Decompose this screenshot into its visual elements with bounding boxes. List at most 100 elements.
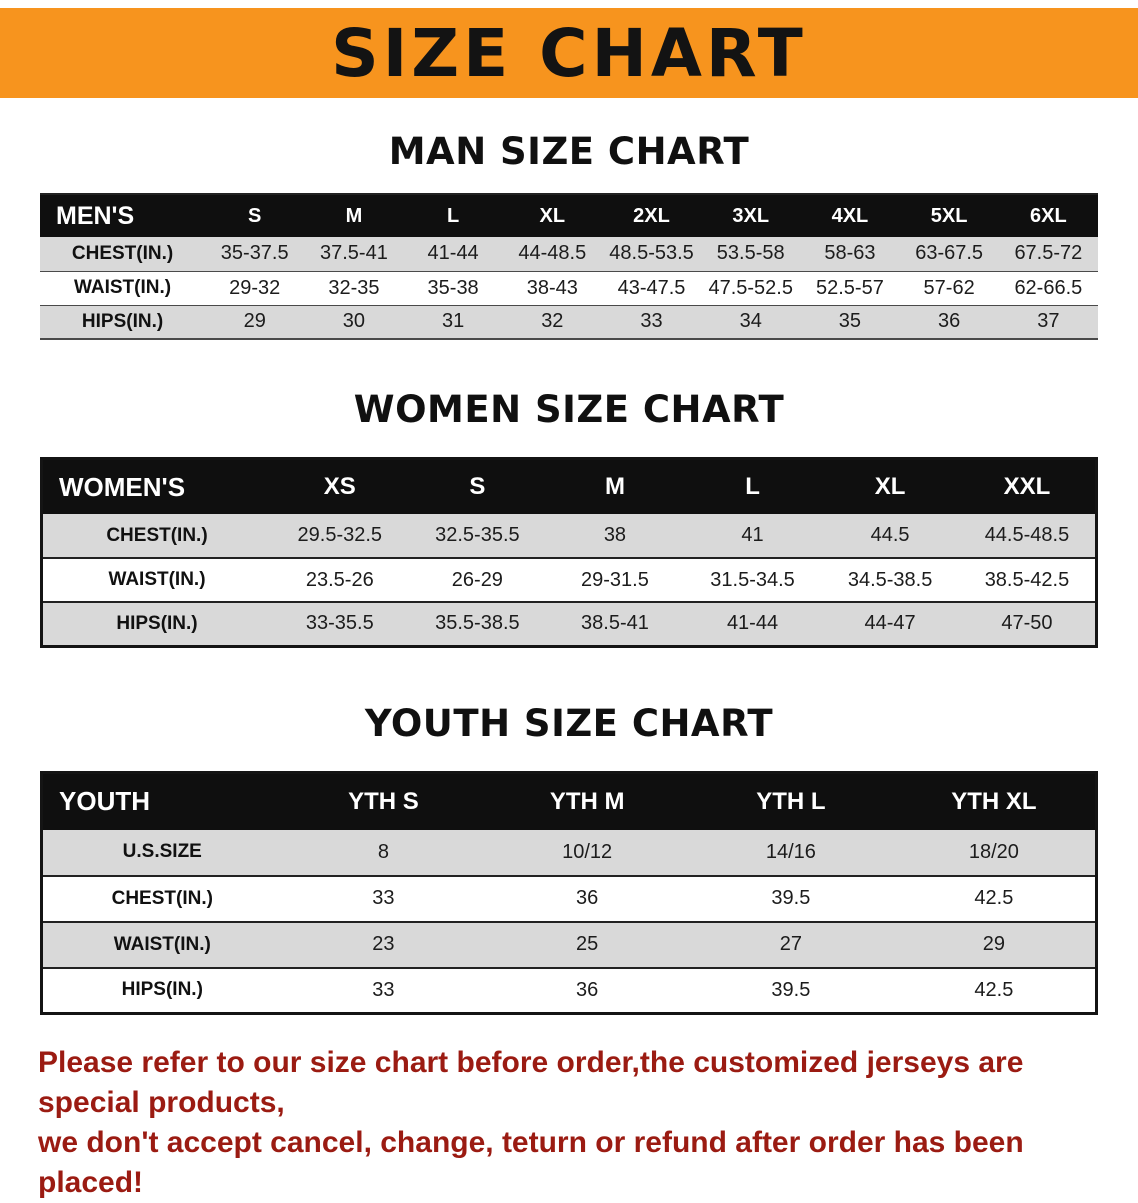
row-label-cell: WAIST(IN.): [74, 277, 172, 298]
row-label-cell: CHEST(IN.): [111, 887, 213, 909]
table-row: CHEST(IN.) 29.5-32.5 32.5-35.5 38 41 44.5 44.5…: [41, 514, 1097, 558]
women-size-section: WOMEN SIZE CHART WOMEN'S XS S M L XL XXL CHEST(I…: [0, 388, 1138, 648]
size-value-cell: 41-44: [427, 242, 479, 265]
size-value-cell: 63-67.5: [915, 242, 984, 265]
size-value-cell: 29: [243, 310, 266, 333]
size-header-cell: YTH S: [281, 772, 486, 830]
size-value-cell: 35.5-38.5: [435, 612, 520, 635]
size-header-cell: 6XL: [998, 194, 1098, 237]
size-value-cell: 42.5: [974, 978, 1014, 1001]
women-size-table: WOMEN'S XS S M L XL XXL CHEST(IN.) 29.5-32.5 32.5…: [40, 457, 1098, 648]
row-label-cell: WAIST(IN.): [113, 933, 211, 955]
size-value-cell: 42.5: [974, 887, 1014, 909]
table-row: WAIST(IN.) 29-32 32-35 35-38 38-43 43-47.5 47.…: [40, 271, 1098, 305]
size-header-cell: 5XL: [899, 194, 999, 237]
size-value-cell: 29-31.5: [581, 568, 649, 591]
row-label-cell: CHEST(IN.): [71, 242, 174, 264]
size-value-cell: 39.5: [771, 978, 811, 1001]
row-label-cell: HIPS(IN.): [121, 979, 203, 1001]
size-value-cell: 26-29: [451, 568, 503, 591]
size-value-cell: 18/20: [968, 840, 1019, 863]
size-value-cell: 31.5-34.5: [710, 568, 795, 591]
size-value-cell: 36: [576, 887, 599, 909]
banner: SIZE CHART: [0, 8, 1138, 98]
size-value-cell: 58-63: [824, 242, 876, 265]
banner-title: SIZE CHART: [331, 14, 807, 92]
table-row: WAIST(IN.) 23 25 27 29: [41, 921, 1097, 968]
size-value-cell: 23: [372, 933, 395, 955]
size-header-cell: XS: [271, 458, 409, 514]
size-value-cell: 57-62: [923, 276, 975, 299]
size-header-cell: YTH M: [485, 772, 690, 830]
size-value-cell: 33: [640, 310, 663, 333]
size-header-cell: 2XL: [601, 194, 702, 237]
footer-line-1: Please refer to our size chart before or…: [38, 1046, 1024, 1119]
size-value-cell: 29.5-32.5: [297, 524, 383, 546]
table-row: WAIST(IN.) 23.5-26 26-29 29-31.5 31.5-34.5 34…: [41, 558, 1097, 602]
size-header-cell: S: [408, 458, 547, 514]
size-value-cell: 43-47.5: [617, 276, 686, 299]
row-label-cell: CHEST(IN.): [106, 524, 208, 546]
size-value-cell: 47-50: [1001, 612, 1053, 635]
size-header-cell: M: [546, 458, 684, 514]
size-header-cell: XL: [502, 194, 602, 237]
table-row: HIPS(IN.) 33-35.5 35.5-38.5 38.5-41 41-44 44-…: [41, 602, 1097, 646]
size-value-cell: 25: [576, 933, 599, 955]
men-size-table: MEN'S S M L XL 2XL 3XL 4XL 5XL 6XL CHEST(IN.) 35-37…: [40, 193, 1098, 340]
size-value-cell: 38.5-42.5: [984, 568, 1070, 591]
size-value-cell: 37: [1037, 310, 1060, 333]
size-value-cell: 41-44: [726, 612, 779, 635]
size-header-cell: YTH XL: [892, 772, 1097, 830]
row-label-cell: U.S.SIZE: [122, 841, 202, 862]
size-value-cell: 48.5-53.5: [609, 242, 694, 265]
size-value-cell: 35-38: [427, 276, 479, 299]
size-value-cell: 44-47: [864, 612, 916, 635]
size-value-cell: 44.5: [870, 524, 910, 546]
size-value-cell: 36: [576, 978, 599, 1001]
size-value-cell: 29-32: [229, 276, 281, 299]
size-value-cell: 47.5-52.5: [708, 276, 793, 299]
table-row: U.S.SIZE 8 10/12 14/16 18/20: [41, 829, 1097, 876]
table-title-cell: YOUTH: [41, 772, 282, 830]
table-row: HIPS(IN.) 33 36 39.5 42.5: [41, 967, 1097, 1014]
row-label-cell: WAIST(IN.): [108, 569, 206, 590]
size-value-cell: 35: [838, 310, 862, 333]
size-header-cell: L: [683, 458, 822, 514]
size-value-cell: 44-48.5: [518, 242, 587, 265]
table-header-row: MEN'S S M L XL 2XL 3XL 4XL 5XL 6XL: [40, 194, 1098, 237]
size-value-cell: 33: [372, 887, 395, 909]
size-value-cell: 44.5-48.5: [984, 524, 1070, 546]
footer-line-2: we don't accept cancel, change, teturn o…: [38, 1125, 1024, 1199]
footer-note: Please refer to our size chart before or…: [38, 1043, 1100, 1203]
youth-size-table: YOUTH YTH S YTH M YTH L YTH XL U.S.SIZE 8 10/12…: [40, 770, 1098, 1015]
row-label-cell: HIPS(IN.): [81, 310, 164, 332]
size-value-cell: 36: [938, 310, 961, 333]
men-section-heading: MAN SIZE CHART: [388, 130, 750, 173]
size-header-cell: L: [403, 194, 503, 237]
youth-section-heading: YOUTH SIZE CHART: [364, 701, 774, 745]
table-title-cell: MEN'S: [40, 194, 206, 237]
size-value-cell: 41: [741, 524, 764, 546]
size-value-cell: 62-66.5: [1014, 276, 1083, 299]
size-value-cell: 30: [342, 310, 366, 333]
size-value-cell: 67.5-72: [1014, 242, 1083, 265]
size-value-cell: 52.5-57: [816, 276, 884, 299]
size-chart-page: SIZE CHART MAN SIZE CHART MEN'S S M L XL 2XL 3X…: [0, 8, 1138, 1199]
size-value-cell: 38-43: [526, 276, 578, 299]
table-header-row: YOUTH YTH S YTH M YTH L YTH XL: [41, 772, 1097, 830]
size-value-cell: 8: [377, 840, 389, 863]
size-value-cell: 38: [603, 524, 627, 546]
size-value-cell: 32.5-35.5: [435, 524, 520, 546]
size-value-cell: 34.5-38.5: [847, 568, 933, 591]
size-value-cell: 23.5-26: [305, 568, 374, 591]
size-value-cell: 38.5-41: [581, 612, 649, 635]
size-header-cell: 4XL: [800, 194, 900, 237]
size-value-cell: 34: [739, 310, 762, 333]
size-header-cell: S: [205, 194, 305, 237]
size-value-cell: 10/12: [562, 840, 613, 863]
size-value-cell: 33: [372, 978, 395, 1001]
size-value-cell: 32: [541, 310, 564, 333]
size-value-cell: 31: [441, 310, 465, 333]
size-value-cell: 32-35: [328, 276, 380, 299]
size-value-cell: 35-37.5: [220, 242, 289, 265]
